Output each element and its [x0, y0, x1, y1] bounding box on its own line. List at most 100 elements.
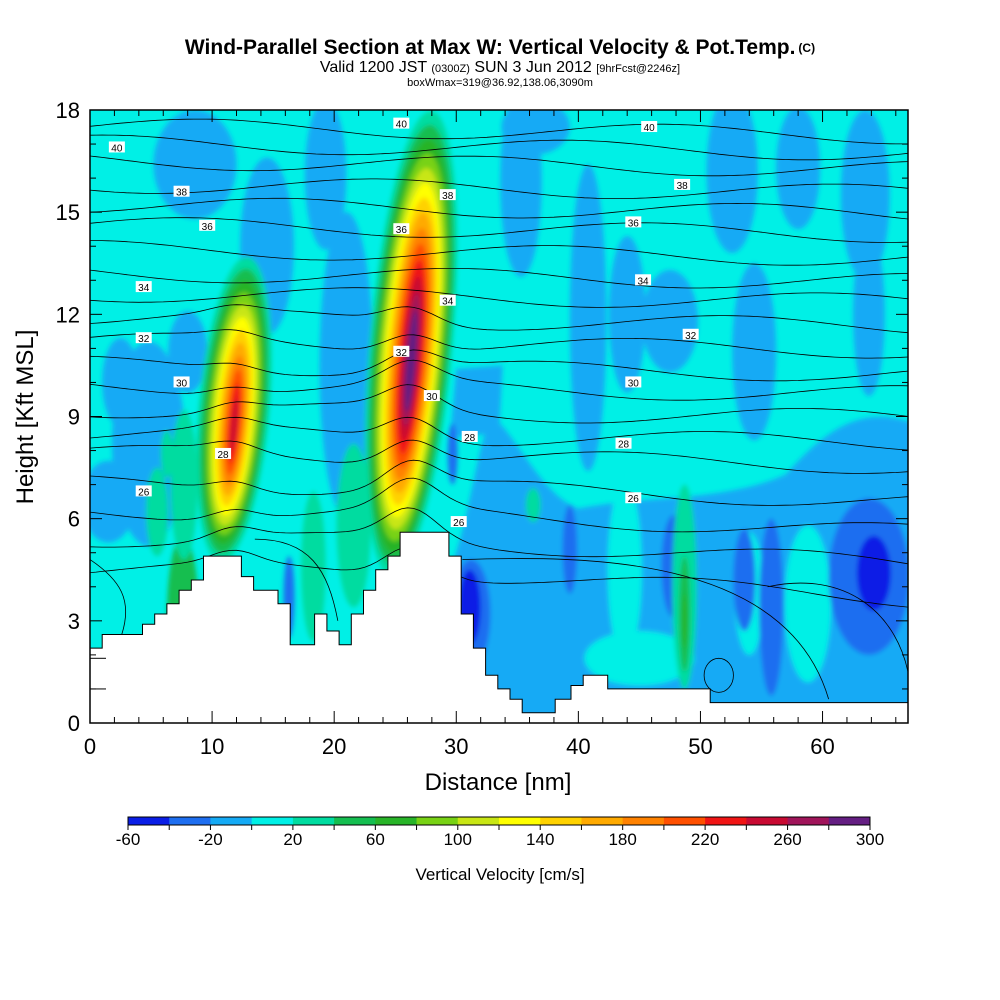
theta-label: 40: [641, 121, 658, 134]
theta-label: 40: [108, 141, 125, 154]
velocity-region: [733, 528, 756, 632]
theta-label-text: 32: [396, 348, 408, 359]
colorbar: -60 -20 20 60 100 140 180 220 260 300: [116, 816, 884, 849]
theta-label: 34: [635, 274, 652, 287]
velocity-region: [784, 525, 832, 683]
terrain-profile: [89, 531, 909, 724]
colorbar-label: Vertical Velocity [cm/s]: [415, 865, 584, 884]
theta-label-box: [215, 447, 232, 459]
theta-label-box: [423, 390, 440, 402]
velocity-region: [562, 505, 578, 594]
theta-contour: [90, 178, 908, 199]
theta-label: 38: [674, 178, 691, 192]
theta-label-box: [450, 516, 467, 528]
y-axis-label: Height [Kft MSL]: [12, 330, 39, 505]
velocity-region: [319, 212, 374, 519]
theta-label-text: 40: [644, 123, 656, 134]
theta-label: 28: [215, 447, 232, 461]
colorbar-swatch: [581, 817, 624, 825]
theta-label: 26: [135, 485, 152, 498]
y-tick-label: 6: [68, 507, 80, 532]
colorbar-swatch: [375, 817, 418, 825]
x-tick-label: 30: [444, 734, 468, 759]
theta-label: 36: [625, 216, 642, 229]
theta-label-text: 30: [176, 378, 188, 389]
theta-contour: [90, 384, 908, 424]
velocity-region: [682, 593, 688, 649]
x-tick-label: 20: [322, 734, 346, 759]
theta-contour: [90, 546, 908, 608]
theta-contour: [90, 304, 908, 334]
velocity-region: [840, 110, 890, 281]
velocity-region: [607, 481, 642, 659]
theta-contour: [90, 416, 908, 451]
chart-subtitle: Valid 1200 JST (0300Z) SUN 3 Jun 2012 [9…: [319, 59, 681, 76]
theta-label: 38: [173, 185, 190, 199]
velocity-region: [732, 263, 777, 441]
chart-header: Wind-Parallel Section at Max W: Vertical…: [0, 36, 1000, 89]
copyright-mark: (C): [798, 41, 816, 55]
colorbar-swatch: [334, 817, 376, 825]
theta-contour: [90, 507, 908, 565]
theta-contour: [462, 558, 830, 700]
theta-label-text: 36: [202, 222, 214, 233]
theta-label-text: 40: [396, 120, 408, 131]
theta-label-box: [393, 345, 410, 357]
colorbar-tick-label: 300: [856, 830, 884, 849]
theta-label: 32: [135, 332, 152, 345]
theta-label: 32: [393, 345, 410, 359]
colorbar-tick-label: 260: [773, 830, 801, 849]
x-tick-label: 0: [84, 734, 96, 759]
theta-label: 34: [439, 294, 456, 308]
theta-label: 36: [393, 223, 410, 236]
theta-label-text: 34: [442, 297, 454, 308]
colorbar-tick-label: 140: [526, 830, 554, 849]
chart-box-info: boxWmax=319@36.92,138.06,3090m: [407, 77, 593, 89]
colorbar-swatch: [457, 817, 500, 825]
theta-label-box: [625, 492, 642, 504]
velocity-field: [90, 110, 908, 723]
x-tick-label: 10: [200, 734, 224, 759]
theta-label-box: [635, 274, 652, 286]
theta-label: 30: [423, 390, 440, 403]
theta-label: 36: [199, 219, 216, 233]
colorbar-swatch: [705, 817, 747, 825]
theta-label-text: 26: [453, 518, 465, 529]
velocity-region: [160, 430, 174, 478]
theta-label-box: [135, 281, 152, 293]
colorbar-swatch: [292, 817, 335, 825]
y-tick-label: 0: [68, 711, 80, 736]
x-tick-label: 60: [810, 734, 834, 759]
theta-label-box: [135, 485, 152, 497]
theta-label-text: 40: [111, 143, 123, 154]
velocity-region: [776, 110, 821, 230]
theta-contour: [90, 197, 908, 220]
theta-label: 26: [450, 516, 467, 529]
theta-label: 40: [393, 117, 410, 131]
y-tick-label: 3: [68, 609, 80, 634]
colorbar-swatch: [663, 817, 706, 825]
theta-label-text: 36: [396, 225, 408, 236]
theta-label-box: [439, 294, 456, 306]
theta-contour: [90, 329, 908, 359]
colorbar-swatch: [499, 817, 541, 825]
theta-label-box: [173, 185, 190, 197]
chart-title: Wind-Parallel Section at Max W: Vertical…: [184, 36, 816, 59]
theta-label-text: 32: [685, 331, 697, 342]
theta-label-text: 38: [677, 181, 689, 192]
theta-contour: [90, 217, 908, 243]
theta-label: 32: [682, 328, 699, 342]
x-tick-label: 40: [566, 734, 590, 759]
theta-label-box: [173, 376, 190, 388]
velocity-region: [569, 164, 607, 471]
colorbar-swatch: [128, 817, 170, 825]
colorbar-swatch: [787, 817, 830, 825]
theta-contour: [90, 287, 908, 308]
theta-contours: [90, 118, 908, 700]
y-tick-label: 18: [56, 98, 80, 123]
theta-contour: [90, 134, 908, 161]
velocity-region: [168, 310, 208, 393]
velocity-region: [304, 110, 347, 250]
